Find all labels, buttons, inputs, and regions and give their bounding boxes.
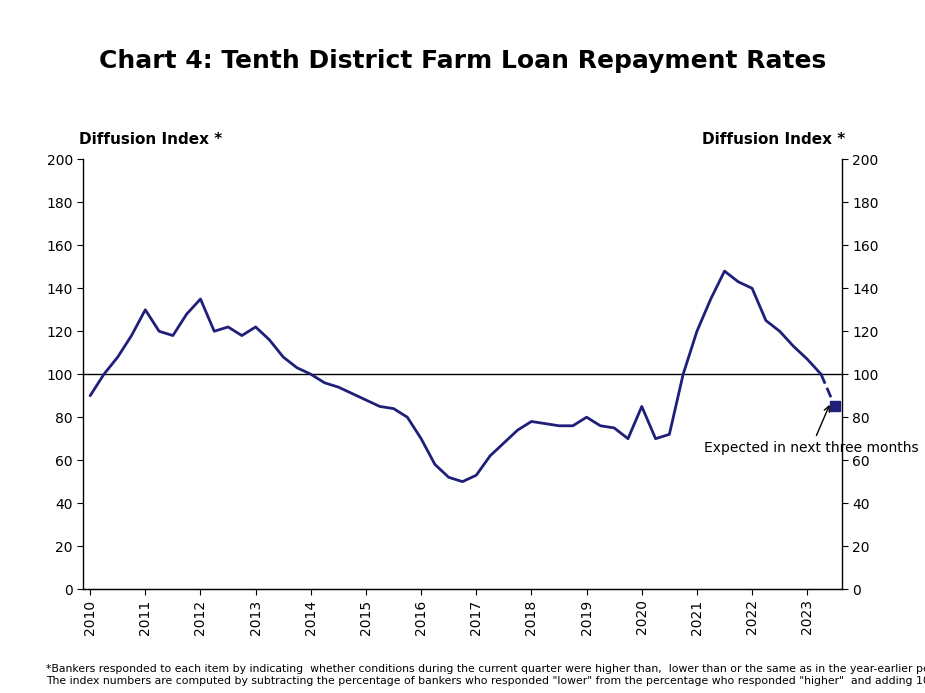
- Text: Expected in next three months: Expected in next three months: [704, 406, 919, 455]
- Text: Diffusion Index *: Diffusion Index *: [80, 132, 223, 146]
- Text: Diffusion Index *: Diffusion Index *: [702, 132, 845, 146]
- Text: Chart 4: Tenth District Farm Loan Repayment Rates: Chart 4: Tenth District Farm Loan Repaym…: [99, 49, 826, 73]
- Text: *Bankers responded to each item by indicating  whether conditions during the cur: *Bankers responded to each item by indic…: [46, 665, 925, 686]
